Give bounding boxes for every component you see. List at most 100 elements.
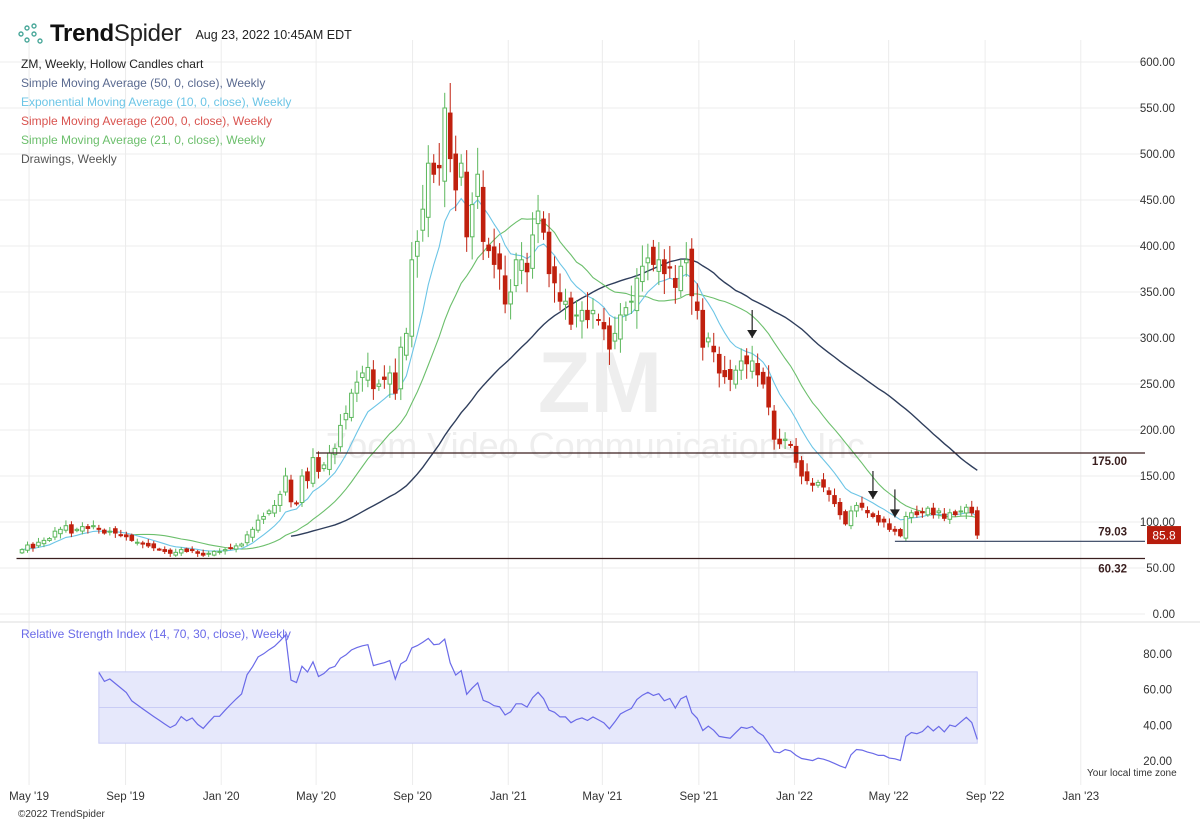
- candle-body: [519, 259, 524, 271]
- price-tick-label: 400.00: [1140, 241, 1175, 253]
- candle: [749, 345, 755, 379]
- candle: [414, 230, 420, 278]
- candle-body: [733, 369, 739, 385]
- candle: [25, 541, 30, 553]
- time-tick-label: Sep '20: [393, 791, 432, 803]
- candle-body: [447, 112, 453, 160]
- candle: [618, 303, 623, 353]
- legend-sma50[interactable]: Simple Moving Average (50, 0, close), We…: [21, 76, 266, 90]
- candle: [200, 549, 206, 557]
- legend-sma200[interactable]: Simple Moving Average (200, 0, close), W…: [21, 114, 273, 128]
- candle: [623, 301, 629, 321]
- candle-body: [689, 248, 695, 297]
- candle-body: [305, 471, 310, 482]
- candle-body: [58, 528, 63, 535]
- copyright: ©2022 TrendSpider: [18, 809, 105, 820]
- price-tick-label: 300.00: [1140, 333, 1175, 345]
- candle-body: [683, 259, 689, 264]
- candle-body: [716, 353, 722, 374]
- candle-body: [777, 438, 782, 445]
- candle: [585, 292, 590, 329]
- time-tick-label: Jan '20: [203, 791, 240, 803]
- candle: [931, 502, 936, 519]
- timezone-note[interactable]: Your local time zone: [1087, 768, 1177, 779]
- candle: [683, 242, 689, 277]
- candle: [568, 291, 574, 330]
- candle-body: [579, 309, 585, 322]
- candle: [524, 252, 530, 293]
- candle-body: [557, 292, 563, 302]
- candle-body: [766, 376, 771, 408]
- candle: [30, 542, 36, 552]
- candle: [189, 546, 195, 554]
- time-tick-label: Sep '19: [106, 791, 145, 803]
- candle-body: [903, 515, 909, 539]
- candle-body: [129, 534, 135, 541]
- rsi-title[interactable]: Relative Strength Index (14, 70, 30, clo…: [21, 627, 291, 641]
- candle-body: [475, 173, 480, 197]
- legend-sma21[interactable]: Simple Moving Average (21, 0, close), We…: [21, 133, 266, 147]
- candle: [118, 529, 124, 538]
- candle-body: [96, 527, 102, 530]
- candle: [80, 522, 85, 535]
- candle-body: [865, 509, 870, 514]
- candle: [63, 520, 69, 533]
- candle: [859, 496, 865, 511]
- candle-body: [623, 307, 629, 316]
- candle-body: [744, 355, 749, 365]
- candle: [206, 550, 211, 557]
- candle: [969, 500, 975, 516]
- candle-body: [497, 253, 502, 270]
- candle-body: [261, 515, 266, 520]
- legend-ema10[interactable]: Exponential Moving Average (10, 0, close…: [21, 95, 292, 109]
- time-tick-label: Sep '22: [966, 791, 1005, 803]
- candle-body: [799, 460, 804, 477]
- candle: [244, 530, 250, 546]
- candle-body: [662, 259, 667, 275]
- candle-body: [530, 234, 535, 269]
- level-label: 175.00: [1092, 456, 1127, 468]
- candle-body: [222, 549, 228, 552]
- candle-body: [563, 300, 568, 305]
- legend-drawings[interactable]: Drawings, Weekly: [21, 152, 117, 166]
- candle: [360, 365, 365, 392]
- arrow-head-icon: [867, 491, 878, 499]
- watermark-symbol: ZM: [538, 335, 662, 431]
- price-tick-label: 150.00: [1140, 471, 1175, 483]
- candle-body: [848, 510, 854, 527]
- candle: [310, 448, 316, 488]
- candle-body: [376, 383, 382, 387]
- candle: [58, 526, 63, 539]
- candle-body: [585, 309, 590, 321]
- candle: [173, 548, 179, 557]
- candle-body: [486, 244, 491, 252]
- candle: [420, 184, 426, 242]
- candle: [96, 524, 102, 534]
- candle: [881, 516, 887, 528]
- candle: [733, 365, 739, 389]
- candle-body: [36, 541, 41, 547]
- candle-body: [250, 528, 255, 538]
- candle-body: [113, 528, 118, 534]
- candle: [552, 256, 557, 303]
- candle-body: [887, 523, 892, 530]
- candle-body: [327, 452, 332, 470]
- legend-chart[interactable]: ZM, Weekly, Hollow Candles chart: [21, 57, 204, 71]
- candle: [887, 518, 892, 532]
- candle: [442, 92, 448, 208]
- candle-body: [277, 493, 283, 506]
- candle-body: [74, 528, 80, 532]
- candle: [102, 528, 107, 535]
- candle-body: [145, 542, 151, 547]
- time-tick-label: Jan '21: [490, 791, 527, 803]
- candle: [892, 525, 898, 536]
- candle: [925, 506, 931, 517]
- candle-body: [398, 346, 404, 390]
- candle-body: [546, 231, 552, 275]
- candle-body: [974, 510, 980, 536]
- candle-body: [19, 549, 25, 554]
- candle: [629, 285, 634, 315]
- candle: [436, 143, 442, 186]
- candle-body: [788, 443, 793, 446]
